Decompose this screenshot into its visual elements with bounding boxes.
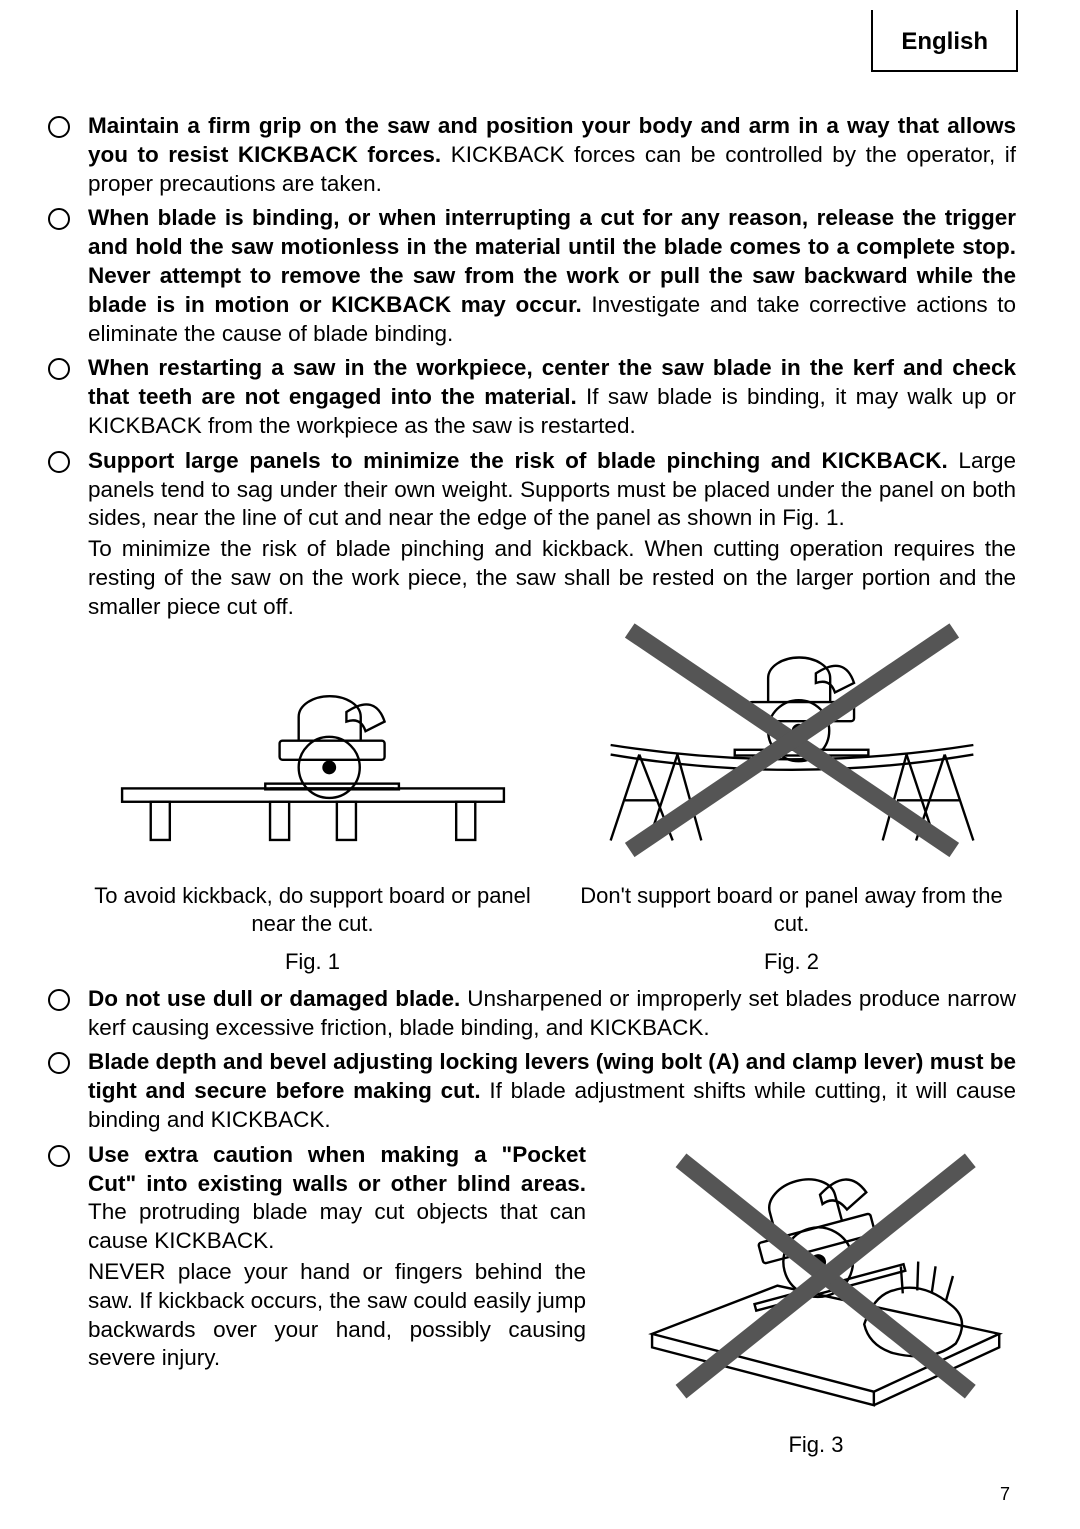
bullet-bold: Support large panels to minimize the ris… — [88, 448, 948, 473]
language-box: English — [871, 10, 1018, 72]
figure-2: Don't support board or panel away from t… — [567, 640, 1016, 975]
list-item: Support large panels to minimize the ris… — [48, 447, 1016, 622]
figure-1-image — [88, 640, 537, 870]
fig3-svg — [621, 1141, 1011, 1411]
figure-2-caption: Don't support board or panel away from t… — [567, 882, 1016, 939]
bullet-extra: NEVER place your hand or fingers behind … — [88, 1258, 586, 1373]
page-number: 7 — [1000, 1484, 1010, 1505]
pocket-cut-text: Use extra caution when making a "Pocket … — [88, 1141, 586, 1373]
figure-2-label: Fig. 2 — [567, 949, 1016, 975]
page-content: Maintain a firm grip on the saw and posi… — [48, 112, 1016, 1459]
pocket-cut-row: Use extra caution when making a "Pocket … — [88, 1141, 1016, 1459]
bullet-bold: Do not use dull or damaged blade. — [88, 986, 460, 1011]
list-item: Maintain a firm grip on the saw and posi… — [48, 112, 1016, 198]
bullet-list-2: Do not use dull or damaged blade. Unshar… — [48, 985, 1016, 1459]
figure-1: To avoid kickback, do support board or p… — [88, 640, 537, 975]
list-item: Do not use dull or damaged blade. Unshar… — [48, 985, 1016, 1043]
bullet-rest: The protruding blade may cut objects tha… — [88, 1199, 586, 1253]
list-item: Blade depth and bevel adjusting locking … — [48, 1048, 1016, 1134]
bullet-list-1: Maintain a firm grip on the saw and posi… — [48, 112, 1016, 622]
list-item: When restarting a saw in the workpiece, … — [48, 354, 1016, 440]
figure-3-label: Fig. 3 — [616, 1431, 1016, 1459]
bullet-extra: To minimize the risk of blade pinching a… — [88, 535, 1016, 621]
figure-2-image — [567, 640, 1016, 870]
fig2-svg — [582, 620, 1002, 870]
figure-3: Fig. 3 — [616, 1141, 1016, 1459]
figure-1-caption: To avoid kickback, do support board or p… — [88, 882, 537, 939]
list-item: When blade is binding, or when interrupt… — [48, 204, 1016, 348]
figure-row: To avoid kickback, do support board or p… — [88, 640, 1016, 975]
language-label: English — [901, 28, 988, 55]
bullet-bold: Use extra caution when making a "Pocket … — [88, 1142, 586, 1196]
manual-page: English Maintain a firm grip on the saw … — [0, 0, 1080, 1529]
list-item: Use extra caution when making a "Pocket … — [48, 1141, 1016, 1459]
fig1-svg — [103, 640, 523, 870]
figure-1-label: Fig. 1 — [88, 949, 537, 975]
